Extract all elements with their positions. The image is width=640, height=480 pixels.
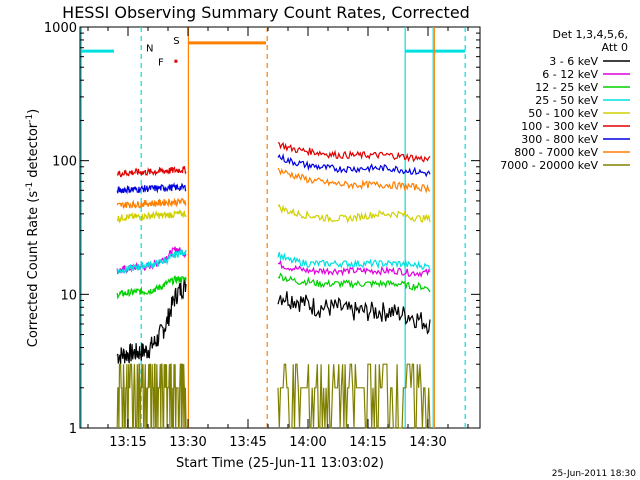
legend-header-line-1: Det 1,3,4,5,6, xyxy=(552,28,628,41)
series-group xyxy=(116,141,431,429)
legend-label-3: 25 - 50 keV xyxy=(535,94,598,107)
legend-label-7: 800 - 7000 keV xyxy=(514,146,598,159)
series-line-segment2-1 xyxy=(277,259,431,278)
y-axis-label: Corrected Count Rate (s-1 detector-1) xyxy=(25,109,41,347)
annotation-s: S xyxy=(173,36,179,47)
legend-label-5: 100 - 300 keV xyxy=(521,120,598,133)
series-line-segment2-8 xyxy=(277,363,431,429)
footer-date: 25-Jun-2011 18:30 xyxy=(552,469,636,479)
series-line-segment1-5 xyxy=(116,166,187,178)
plot-frame xyxy=(79,26,481,429)
legend-label-8: 7000 - 20000 keV xyxy=(500,159,598,172)
legend-label-1: 6 - 12 keV xyxy=(542,68,598,81)
series-line-segment2-4 xyxy=(277,203,431,224)
y-tick-label-3: 1000 xyxy=(44,21,77,36)
series-line-segment1-7 xyxy=(116,197,187,209)
legend-header-line-2: Att 0 xyxy=(602,41,628,54)
series-line-segment1-6 xyxy=(116,181,187,195)
x-axis-label: Start Time (25-Jun-11 13:03:02) xyxy=(176,456,384,471)
legend-label-6: 300 - 800 keV xyxy=(521,133,598,146)
x-tick-label-4: 14:15 xyxy=(349,435,386,450)
series-line-segment1-2 xyxy=(116,275,187,300)
y-tick-label-1: 10 xyxy=(60,288,77,303)
series-line-segment1-3 xyxy=(116,249,187,275)
series-line-segment2-5 xyxy=(277,141,431,163)
x-tick-label-3: 14:00 xyxy=(289,435,326,450)
x-tick-label-5: 14:30 xyxy=(409,435,446,450)
series-line-segment2-0 xyxy=(277,291,431,335)
series-line-segment2-3 xyxy=(277,252,431,271)
legend-label-0: 3 - 6 keV xyxy=(549,55,598,68)
series-line-segment1-8 xyxy=(116,363,187,429)
series-line-segment1-0 xyxy=(116,276,187,365)
x-tick-label-2: 13:45 xyxy=(229,435,266,450)
x-tick-label-0: 13:15 xyxy=(109,435,146,450)
y-tick-label-0: 1 xyxy=(69,422,77,437)
legend-label-2: 12 - 25 keV xyxy=(535,81,598,94)
chart-title: HESSI Observing Summary Count Rates, Cor… xyxy=(62,3,470,22)
plot-border xyxy=(79,26,481,429)
legend-label-4: 50 - 100 keV xyxy=(528,107,598,120)
series-line-segment2-6 xyxy=(277,153,431,178)
annotations: N SF xyxy=(80,27,466,428)
series-line-segment2-2 xyxy=(277,272,431,293)
y-tick-label-2: 100 xyxy=(52,155,77,170)
annotation-n: N xyxy=(146,44,153,55)
annotation-f: F xyxy=(158,58,164,69)
x-tick-label-1: 13:30 xyxy=(169,435,206,450)
series-line-segment1-4 xyxy=(116,209,187,224)
flare-marker xyxy=(174,59,178,63)
axes: 1 10 100 1000 13:15 13:30 13:45 14:00 14:15 14:30 xyxy=(44,21,480,450)
series-line-segment2-7 xyxy=(277,167,431,194)
